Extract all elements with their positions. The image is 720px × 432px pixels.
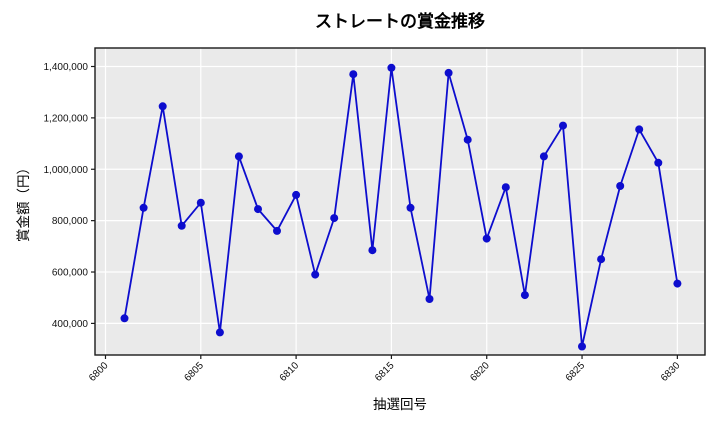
data-point: [158, 102, 167, 111]
data-point: [330, 214, 339, 223]
axes-spine: [94, 47, 706, 356]
data-point: [463, 135, 472, 144]
data-point: [387, 63, 396, 72]
y-tick-label: 800,000: [52, 216, 89, 227]
x-tick-label: 6805: [182, 360, 206, 384]
x-tick-label: 6830: [659, 360, 683, 384]
y-tick-label: 400,000: [52, 319, 89, 330]
data-point: [196, 198, 205, 207]
gridlines: [95, 48, 705, 355]
chart-title: ストレートの賞金推移: [315, 11, 485, 31]
x-tick-label: 6825: [564, 360, 588, 384]
data-point: [254, 205, 262, 214]
y-tick-label: 600,000: [52, 268, 89, 279]
y-tick-label: 1,200,000: [44, 113, 89, 124]
data-point: [539, 152, 548, 161]
data-series: [120, 63, 682, 351]
data-point: [311, 270, 320, 279]
data-point: [482, 234, 491, 243]
data-point: [654, 158, 663, 167]
prize-line: [123, 66, 679, 348]
data-point: [501, 183, 510, 192]
data-point: [292, 190, 301, 199]
x-tick-label: 6810: [278, 360, 302, 384]
data-point: [444, 68, 453, 77]
data-point: [635, 125, 644, 134]
data-point: [349, 70, 358, 79]
y-axis-title: 賞金額（円）: [16, 161, 31, 242]
x-tick-label: 6820: [468, 360, 492, 384]
data-point: [368, 246, 377, 255]
data-point: [273, 226, 281, 235]
data-point: [406, 203, 415, 212]
data-point: [597, 255, 606, 264]
data-point: [578, 342, 586, 351]
data-point: [120, 314, 129, 323]
plot-area: [95, 48, 705, 355]
data-point: [520, 291, 529, 300]
data-point: [559, 121, 567, 130]
data-point: [673, 279, 682, 288]
x-tick-label: 6815: [373, 360, 397, 384]
data-point: [177, 221, 186, 230]
data-point: [234, 152, 243, 161]
y-tick-label: 1,000,000: [44, 165, 89, 176]
data-point: [139, 203, 148, 212]
x-axis-title: 抽選回号: [373, 397, 427, 412]
data-point: [616, 182, 625, 190]
data-point: [215, 328, 224, 337]
data-point: [425, 295, 434, 303]
y-tick-label: 1,400,000: [44, 62, 89, 73]
x-tick-label: 6800: [87, 360, 111, 384]
